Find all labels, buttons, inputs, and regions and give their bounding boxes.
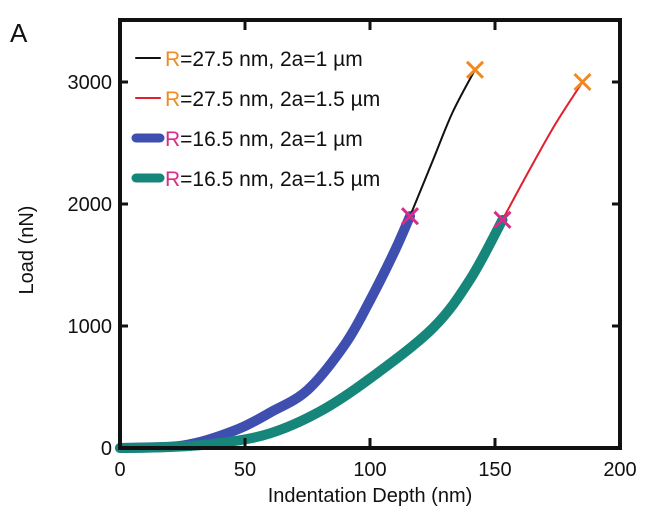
legend-text: =27.5 nm, 2a=1.5 µm [180, 88, 380, 111]
legend-text: =16.5 nm, 2a=1 µm [180, 128, 363, 151]
legend-prefix: R [165, 128, 180, 151]
x-marker-3 [400, 207, 420, 226]
x-tick-label: 50 [234, 459, 256, 481]
x-marker-stroke [493, 210, 512, 229]
legend-text: =27.5 nm, 2a=1 µm [180, 48, 363, 71]
x-tick-label: 0 [114, 459, 125, 481]
panel-label: A [10, 18, 28, 48]
series-line-3 [115, 211, 415, 453]
series-line-1 [409, 68, 476, 218]
y-tick-label: 3000 [68, 72, 113, 94]
x-marker-4 [493, 210, 512, 229]
legend-prefix: R [165, 88, 180, 111]
legend: R=27.5 nm, 2a=1 µmR=27.5 nm, 2a=1.5 µmR=… [131, 48, 380, 191]
legend-text: =16.5 nm, 2a=1.5 µm [180, 168, 380, 191]
legend-item-2: R=27.5 nm, 2a=1.5 µm [135, 88, 380, 111]
y-tick-label: 0 [101, 438, 112, 460]
x-marker-stroke [400, 207, 420, 226]
x-tick-label: 200 [603, 459, 636, 481]
legend-prefix: R [165, 168, 180, 191]
series-line-4 [115, 214, 508, 453]
x-axis-label: Indentation Depth (nm) [268, 485, 473, 507]
x-tick-label: 150 [478, 459, 511, 481]
y-axis-label: Load (nN) [16, 206, 38, 295]
legend-item-1: R=27.5 nm, 2a=1 µm [135, 48, 363, 71]
x-tick-label: 100 [353, 459, 386, 481]
legend-prefix: R [165, 48, 180, 71]
legend-label: R=16.5 nm, 2a=1.5 µm [165, 168, 380, 191]
legend-label: R=27.5 nm, 2a=1 µm [165, 48, 363, 71]
legend-label: R=16.5 nm, 2a=1 µm [165, 128, 363, 151]
y-tick-label: 1000 [68, 316, 113, 338]
y-tick-label: 2000 [68, 194, 113, 216]
x-marker-stroke [465, 60, 485, 79]
x-marker-stroke [573, 72, 592, 92]
x-marker-1 [465, 60, 485, 79]
series-line-2 [501, 81, 584, 221]
legend-item-3: R=16.5 nm, 2a=1 µm [131, 128, 363, 151]
legend-item-4: R=16.5 nm, 2a=1.5 µm [131, 168, 380, 191]
x-marker-2 [573, 72, 592, 92]
legend-label: R=27.5 nm, 2a=1.5 µm [165, 88, 380, 111]
